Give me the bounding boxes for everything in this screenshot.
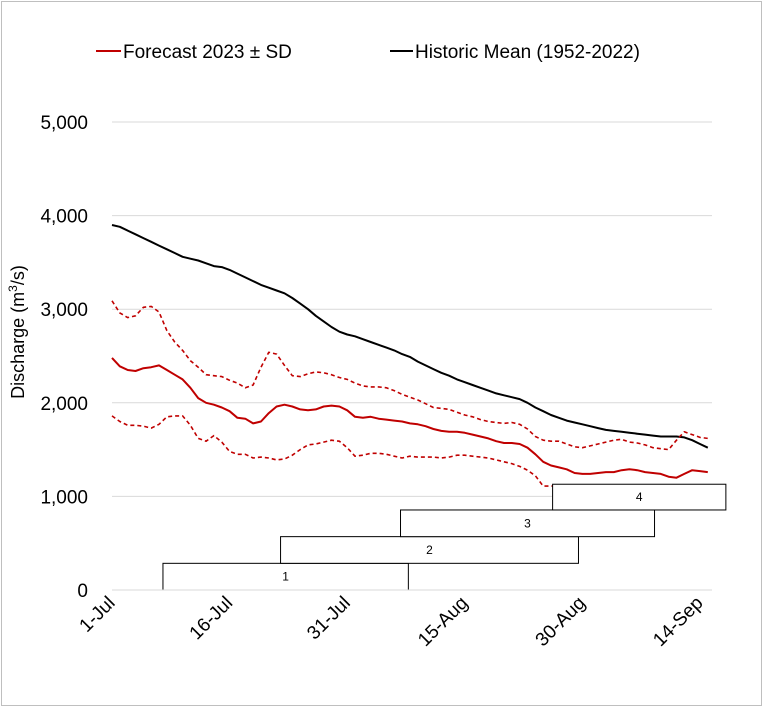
legend-forecast-label: Forecast 2023 ± SD xyxy=(123,42,292,63)
x-tick-label: 16-Jul xyxy=(186,593,237,644)
x-tick-label: 31-Jul xyxy=(303,593,354,644)
y-tick-label: 5,000 xyxy=(40,113,88,134)
series-line-3 xyxy=(111,415,575,487)
series-line-2 xyxy=(111,300,708,451)
period-box-label: 4 xyxy=(636,490,643,504)
y-axis-ticks: 0 1,000 2,000 3,000 4,000 5,000 xyxy=(40,113,88,602)
legend: Forecast 2023 ± SD Historic Mean (1952-2… xyxy=(96,42,640,63)
legend-historic-label: Historic Mean (1952-2022) xyxy=(415,42,640,63)
series-lines xyxy=(111,224,709,487)
period-box-label: 1 xyxy=(282,570,289,584)
x-tick-label: 30-Aug xyxy=(532,593,590,651)
period-box-4 xyxy=(552,483,727,511)
x-axis-ticks: 1-Jul 16-Jul 31-Jul 15-Aug 30-Aug 14-Sep xyxy=(76,593,708,651)
series-line-1 xyxy=(111,357,708,479)
x-tick-label: 14-Sep xyxy=(649,593,707,651)
period-box-label: 3 xyxy=(524,516,531,530)
y-axis-title: Discharge (m3/s) xyxy=(6,265,28,399)
y-tick-label: 4,000 xyxy=(40,207,88,228)
y-tick-label: 2,000 xyxy=(40,394,88,415)
series-line-0 xyxy=(111,224,709,449)
y-tick-label: 1,000 xyxy=(40,487,88,508)
y-tick-label: 0 xyxy=(77,581,88,602)
period-boxes: 1 2 3 4 xyxy=(162,483,727,591)
x-tick-label: 15-Aug xyxy=(414,593,472,651)
gridlines xyxy=(112,121,712,497)
y-tick-label: 3,000 xyxy=(40,300,88,321)
period-box-3 xyxy=(400,509,656,538)
period-box-label: 2 xyxy=(426,543,433,557)
